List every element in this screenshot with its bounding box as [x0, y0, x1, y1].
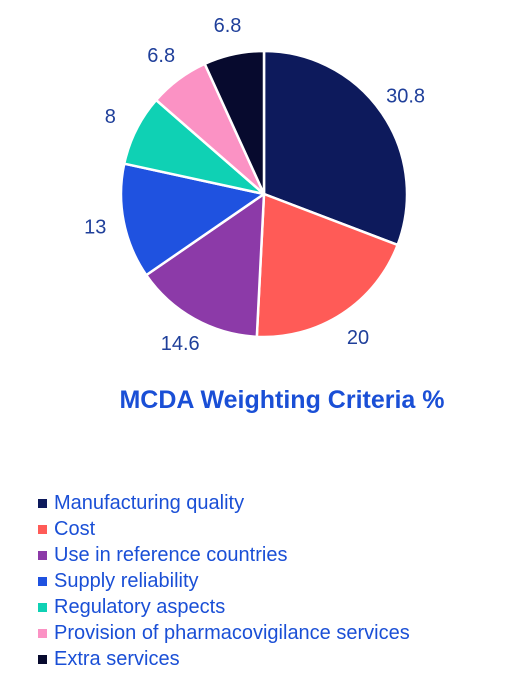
legend-item: Provision of pharmacovigilance services	[38, 620, 410, 646]
pie-slice	[262, 49, 409, 247]
legend-swatch	[38, 524, 47, 534]
legend-swatch	[38, 602, 47, 612]
pie-slice	[119, 162, 266, 277]
legend-label: Regulatory aspects	[54, 596, 226, 618]
legend-label: Manufacturing quality	[54, 492, 245, 514]
pie-slice	[144, 192, 266, 339]
pie-data-labels: 30.8 20 14.6 13 8 6.8 6.8	[84, 15, 425, 355]
data-label: 6.8	[147, 45, 175, 67]
legend-item: Extra services	[38, 646, 410, 672]
pie-slices	[119, 49, 409, 339]
data-label: 30.8	[386, 85, 425, 107]
legend-item: Regulatory aspects	[38, 594, 410, 620]
legend-item: Cost	[38, 516, 410, 542]
data-label: 8	[105, 106, 116, 128]
legend-label: Use in reference countries	[54, 544, 288, 566]
data-label: 14.6	[161, 333, 200, 355]
legend-label: Supply reliability	[54, 570, 199, 592]
legend-label: Cost	[54, 518, 96, 540]
legend-swatch	[38, 654, 47, 664]
legend-label: Extra services	[54, 648, 180, 670]
data-label: 6.8	[214, 15, 242, 37]
chart-legend: Manufacturing quality Cost Use in referenc…	[38, 490, 410, 672]
legend-swatch	[38, 576, 47, 586]
legend-item: Supply reliability	[38, 568, 410, 594]
pie-slice	[255, 192, 399, 339]
legend-item: Use in reference countries	[38, 542, 410, 568]
legend-swatch	[38, 498, 47, 508]
legend-swatch	[38, 550, 47, 560]
legend-item: Manufacturing quality	[38, 490, 410, 516]
data-label: 20	[347, 327, 369, 349]
data-label: 13	[84, 216, 106, 238]
chart-title: MCDA Weighting Criteria %	[119, 386, 444, 414]
legend-swatch	[38, 628, 47, 638]
legend-label: Provision of pharmacovigilance services	[54, 622, 410, 644]
pie-slice	[203, 49, 266, 196]
